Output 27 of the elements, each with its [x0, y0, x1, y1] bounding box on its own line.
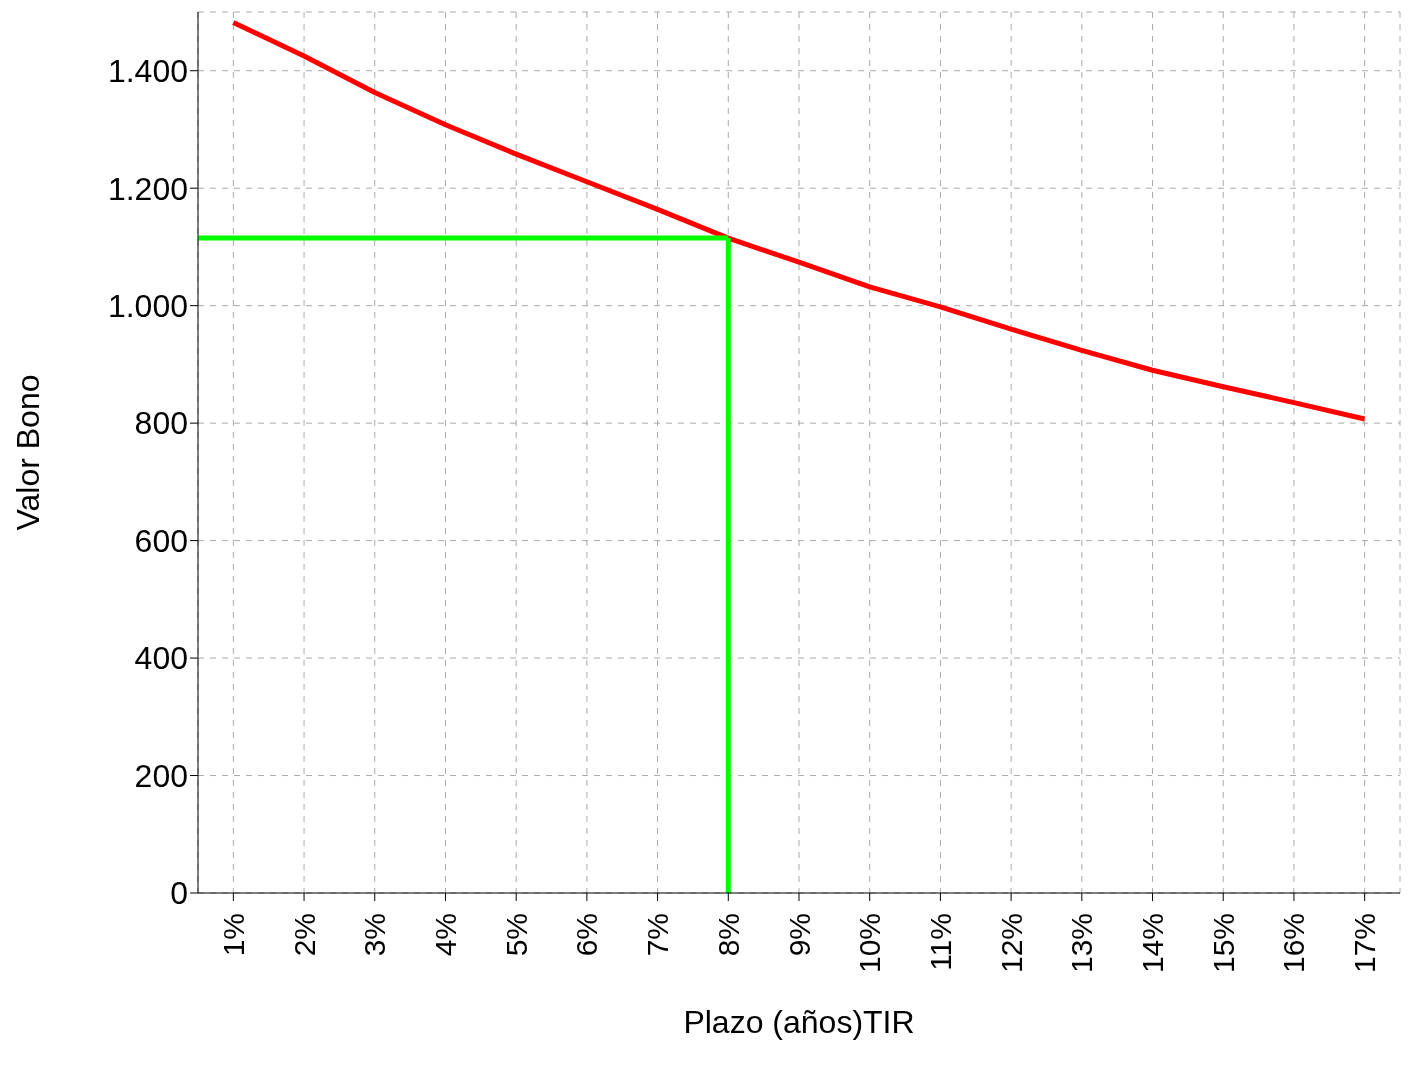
y-tick-label: 0: [170, 875, 188, 912]
x-axis-title: Plazo (años)TIR: [683, 1004, 915, 1040]
y-axis-title: Valor Bono: [10, 374, 47, 531]
x-tick-label: 4%: [428, 913, 462, 957]
x-tick-label: 17%: [1348, 913, 1382, 974]
y-tick-label: 1.200: [107, 170, 188, 207]
y-tick-label: 1.000: [107, 288, 188, 325]
x-tick-label: 7%: [641, 913, 675, 957]
x-tick-label: 2%: [287, 913, 321, 957]
x-tick-label: 12%: [994, 913, 1028, 974]
x-tick-label: 8%: [711, 913, 745, 957]
x-tick-label: 11%: [923, 913, 957, 971]
x-tick-label: 16%: [1277, 913, 1311, 974]
x-tick-label: 15%: [1206, 913, 1240, 974]
y-tick-label: 200: [134, 757, 188, 794]
x-tick-label: 9%: [782, 913, 816, 957]
x-tick-label: 14%: [1136, 913, 1170, 974]
y-tick-label: 600: [134, 522, 188, 559]
x-tick-label: 13%: [1065, 913, 1099, 974]
x-tick-label: 3%: [358, 913, 392, 957]
x-tick-label: 1%: [216, 913, 250, 957]
x-tick-label: 5%: [499, 913, 533, 957]
x-tick-label: 10%: [853, 913, 887, 974]
y-tick-label: 1.400: [107, 53, 188, 90]
x-tick-label: 6%: [570, 913, 604, 957]
y-tick-label: 800: [134, 405, 188, 442]
y-tick-label: 400: [134, 640, 188, 677]
